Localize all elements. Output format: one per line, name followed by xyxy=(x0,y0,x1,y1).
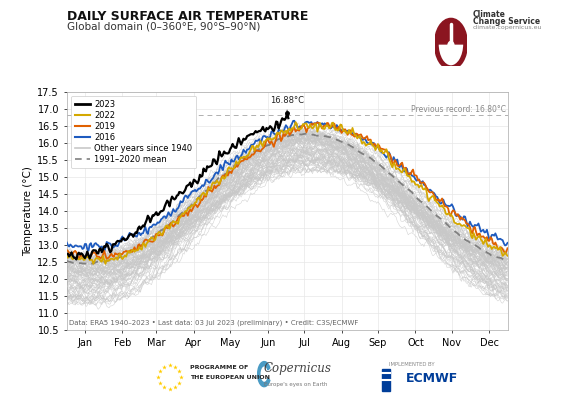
Text: Change Service: Change Service xyxy=(473,17,540,26)
Text: IMPLEMENTED BY: IMPLEMENTED BY xyxy=(389,362,434,367)
Bar xyxy=(382,369,390,391)
Text: Europe's eyes on Earth: Europe's eyes on Earth xyxy=(264,382,327,387)
Text: 16.88°C: 16.88°C xyxy=(270,96,304,113)
Y-axis label: Temperature (°C): Temperature (°C) xyxy=(23,166,33,256)
Text: ECMWF: ECMWF xyxy=(406,372,458,385)
Circle shape xyxy=(448,41,454,52)
Legend: 2023, 2022, 2019, 2016, Other years since 1940, 1991–2020 mean: 2023, 2022, 2019, 2016, Other years sinc… xyxy=(71,96,197,168)
Text: Climate: Climate xyxy=(473,10,506,19)
Wedge shape xyxy=(437,21,465,44)
Text: climate.copernicus.eu: climate.copernicus.eu xyxy=(473,25,542,30)
Text: Global domain (0–360°E, 90°S–90°N): Global domain (0–360°E, 90°S–90°N) xyxy=(67,22,260,32)
Wedge shape xyxy=(258,362,270,386)
Text: DAILY SURFACE AIR TEMPERATURE: DAILY SURFACE AIR TEMPERATURE xyxy=(67,10,308,23)
Text: Previous record: 16.80°C: Previous record: 16.80°C xyxy=(411,105,506,114)
Text: Copernicus: Copernicus xyxy=(264,362,332,375)
Text: THE EUROPEAN UNION: THE EUROPEAN UNION xyxy=(190,375,270,380)
Text: Data: ERA5 1940–2023 • Last data: 03 Jul 2023 (preliminary) • Credit: C3S/ECMWF: Data: ERA5 1940–2023 • Last data: 03 Jul… xyxy=(69,319,358,326)
Text: PROGRAMME OF: PROGRAMME OF xyxy=(190,365,248,371)
